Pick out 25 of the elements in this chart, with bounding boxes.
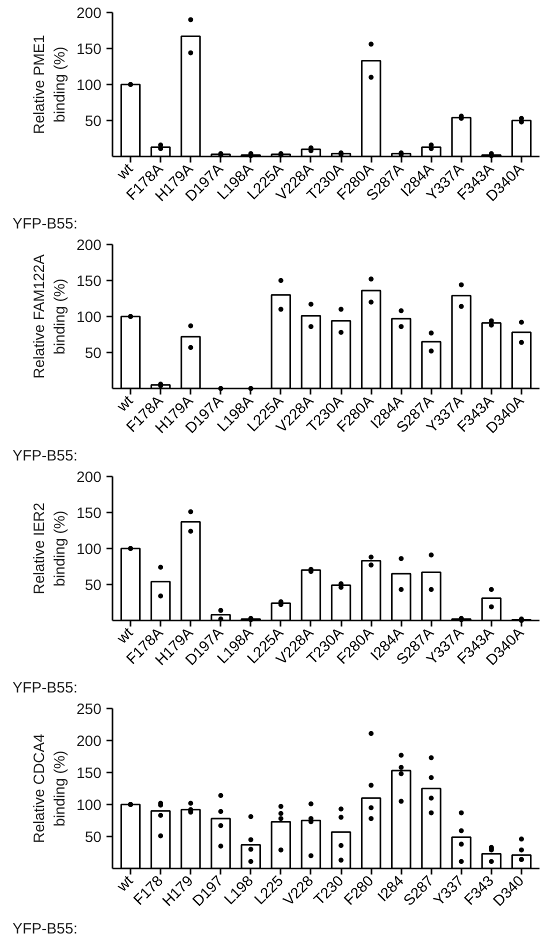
y-tick-label: 100 [76,77,102,94]
y-axis-title: Relative FAM122A binding (%) [31,254,68,379]
y-axis-title: Relative IER2 binding (%) [31,502,68,594]
y-tick-label: 100 [76,797,102,814]
y-tick-label: 150 [76,273,102,290]
y-tick-label: 50 [84,829,102,846]
y-tick-label: 250 [76,701,102,718]
y-tick-label: 150 [76,505,102,522]
y-tick-label: 100 [76,309,102,326]
y-tick-label: 200 [76,237,102,254]
y-tick-label: 150 [76,765,102,782]
y-axis-title: Relative PME1 binding (%) [31,34,68,134]
y-tick-label: 200 [76,733,102,750]
y-tick-label: 50 [84,577,102,594]
y-tick-label: 100 [76,541,102,558]
y-tick-label: 200 [76,469,102,486]
x-axis-title: YFP-B55: [12,920,78,937]
x-axis-title: YFP-B55: [12,680,78,696]
x-axis-title: YFP-B55: [12,216,78,232]
x-axis-title: YFP-B55: [12,448,78,464]
y-tick-label: 50 [84,345,102,362]
y-tick-label: 200 [76,5,102,22]
y-tick-label: 150 [76,41,102,58]
y-tick-label: 50 [84,113,102,130]
y-axis-title: Relative CDCA4 binding (%) [31,734,68,844]
